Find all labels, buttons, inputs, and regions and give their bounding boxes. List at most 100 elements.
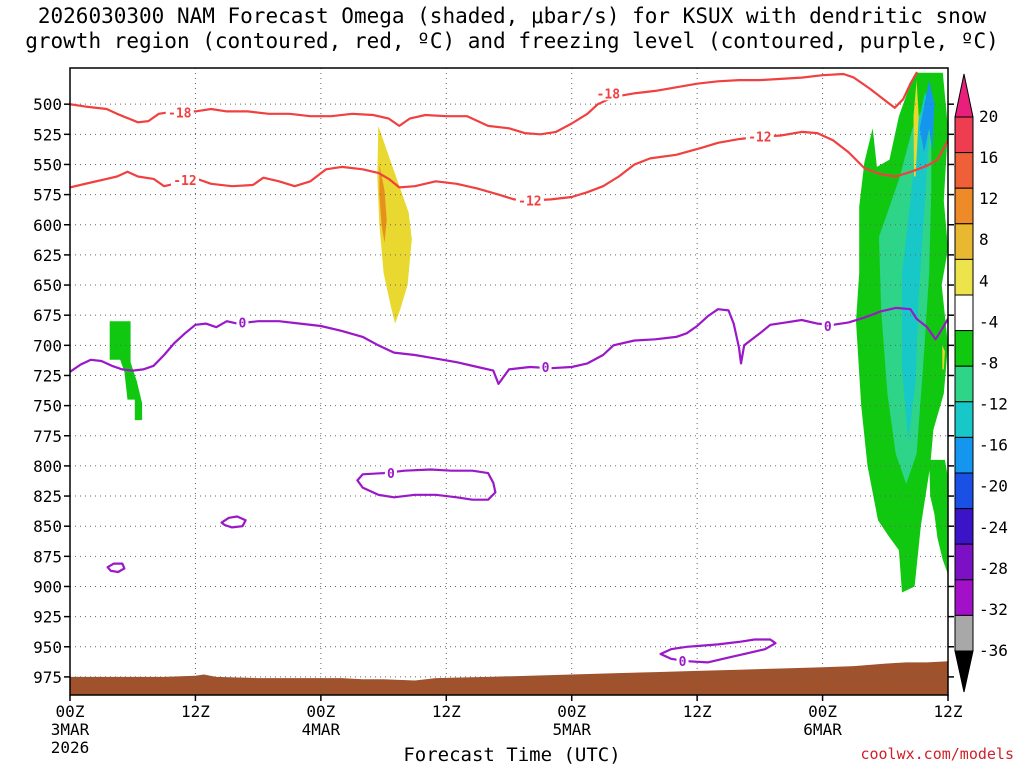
contour-line-5 (106, 562, 126, 574)
colorbar-swatch (954, 365, 974, 403)
y-tick-label: 875 (33, 547, 62, 566)
omega-shading-layer (109, 72, 948, 593)
colorbar-top-arrow (954, 73, 974, 118)
y-tick-label: 650 (33, 276, 62, 295)
colorbar-swatch (954, 294, 974, 332)
x-tick-date: 6MAR (803, 720, 842, 739)
omega-region-5 (902, 92, 931, 442)
contour-label: 0 (824, 320, 832, 335)
colorbar-label: 16 (979, 148, 998, 167)
colorbar-label: -32 (979, 600, 1008, 619)
colorbar-swatch (954, 472, 974, 510)
colorbar-swatch (954, 223, 974, 260)
contour-label: -18 (597, 87, 621, 102)
contour-label: 0 (542, 361, 550, 376)
colorbar-swatch (954, 187, 974, 225)
x-tick-date: 3MAR (51, 720, 90, 739)
contour-label-bg (515, 192, 544, 208)
contour-label: -12 (173, 174, 196, 189)
x-axis-label: Forecast Time (UTC) (403, 744, 621, 766)
contour-line-1 (70, 130, 948, 202)
contour-line-0 (70, 71, 918, 136)
terrain-layer (70, 661, 948, 695)
x-tick-label: 00Z (557, 702, 586, 721)
x-tick-label: 12Z (181, 702, 210, 721)
y-tick-label: 775 (33, 427, 62, 446)
colorbar-swatch (954, 614, 974, 652)
contour-label-bg (165, 104, 194, 120)
y-tick-label: 625 (33, 246, 62, 265)
omega-region-7 (913, 80, 919, 177)
contour-label-bg (236, 314, 249, 330)
y-tick-label: 850 (33, 517, 62, 536)
chart-title-line-2: growth region (contoured, red, ºC) and f… (25, 29, 999, 53)
contour-label-layer: -18 -18 -12 -12 -12 0 0 0 0 0 (165, 85, 834, 670)
x-tick-date: 5MAR (552, 720, 591, 739)
colorbar-label: 12 (979, 189, 998, 208)
colorbar-swatch (954, 152, 974, 189)
contour-line-6 (659, 638, 777, 664)
grid-layer (70, 68, 948, 695)
y-tick-label: 750 (33, 397, 62, 416)
contour-line-3 (356, 468, 497, 501)
colorbar-label: -28 (979, 559, 1008, 578)
omega-region-2 (379, 164, 387, 243)
y-tick-label: 500 (33, 95, 62, 114)
y-tick-label: 550 (33, 155, 62, 174)
x-tick-label: 00Z (808, 702, 837, 721)
colorbar-swatch (954, 508, 974, 545)
x-tick-label: 00Z (306, 702, 335, 721)
y-tick-label: 900 (33, 577, 62, 596)
contour-label: 0 (239, 316, 247, 331)
source-credit: coolwx.com/models (860, 745, 1014, 763)
omega-region-8 (942, 345, 945, 370)
contour-label-bg (384, 465, 397, 481)
y-tick-label: 675 (33, 306, 62, 325)
contour-label: -12 (518, 195, 541, 210)
contour-line-2 (70, 306, 948, 385)
colorbar-swatch (954, 258, 974, 296)
x-tick-label: 12Z (683, 702, 712, 721)
colorbar-label: -8 (979, 353, 998, 372)
x-tick-year: 2026 (51, 738, 90, 757)
plot-frame (69, 67, 949, 696)
contour-label: 0 (679, 655, 687, 670)
colorbar-swatch (954, 436, 974, 474)
y-tick-label: 825 (33, 487, 62, 506)
omega-region-9 (929, 459, 948, 575)
colorbar-label: 8 (979, 230, 989, 249)
contour-label-bg (539, 359, 552, 375)
colorbar-label: 4 (979, 271, 989, 290)
omega-region-1 (377, 125, 412, 324)
chart-title: 2026030300 NAM Forecast Omega (shaded, μ… (0, 4, 1024, 54)
contour-label-bg (676, 653, 689, 669)
contour-label-bg (745, 128, 774, 144)
y-tick-label: 800 (33, 457, 62, 476)
colorbar-label: -4 (979, 312, 998, 331)
pressure-axis: 500 525 550 575 600 625 650 675 700 725 750 775 800 8… (33, 95, 954, 687)
colorbar-bottom-arrow (954, 650, 974, 693)
colorbar-label: -12 (979, 395, 1008, 414)
colorbar-swatch (954, 543, 974, 581)
y-tick-label: 725 (33, 366, 62, 385)
plot-frame-layer (69, 67, 949, 696)
colorbar-label: -20 (979, 477, 1008, 496)
x-tick-label: 00Z (56, 702, 85, 721)
colorbar-swatch (954, 330, 974, 367)
y-tick-label: 600 (33, 216, 62, 235)
colorbar-label: 20 (979, 107, 998, 126)
contour-label-bg (594, 85, 623, 101)
x-tick-label: 12Z (432, 702, 461, 721)
contour-line-4 (220, 515, 247, 529)
colorbar-swatch (954, 116, 974, 154)
terrain-fill (70, 661, 948, 695)
colorbar-label: -24 (979, 518, 1008, 537)
y-tick-label: 525 (33, 125, 62, 144)
y-tick-label: 575 (33, 186, 62, 205)
colorbar: 20 16 12 8 4 -4 -8 -12 -16 -20 -24 -28 -32 -36 (954, 73, 1008, 693)
y-tick-label: 700 (33, 336, 62, 355)
chart-title-line-1: 2026030300 NAM Forecast Omega (shaded, μ… (37, 4, 987, 28)
colorbar-label: -36 (979, 641, 1008, 660)
